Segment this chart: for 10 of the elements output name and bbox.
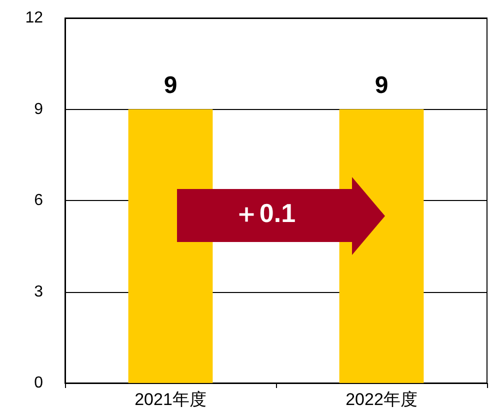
data-label: 9 xyxy=(374,72,388,99)
x-tick-label: 2021年度 xyxy=(134,390,206,409)
y-tick-label: 6 xyxy=(34,192,44,209)
y-tick-label: 12 xyxy=(25,10,44,26)
y-tick-label: 9 xyxy=(34,100,44,118)
x-tick-label: 2022年度 xyxy=(346,390,418,409)
y-tick-label: 3 xyxy=(34,283,44,300)
annotation: ＋0.1 xyxy=(232,198,297,228)
data-label: 9 xyxy=(164,72,178,99)
y-tick-label: 0 xyxy=(34,374,44,392)
